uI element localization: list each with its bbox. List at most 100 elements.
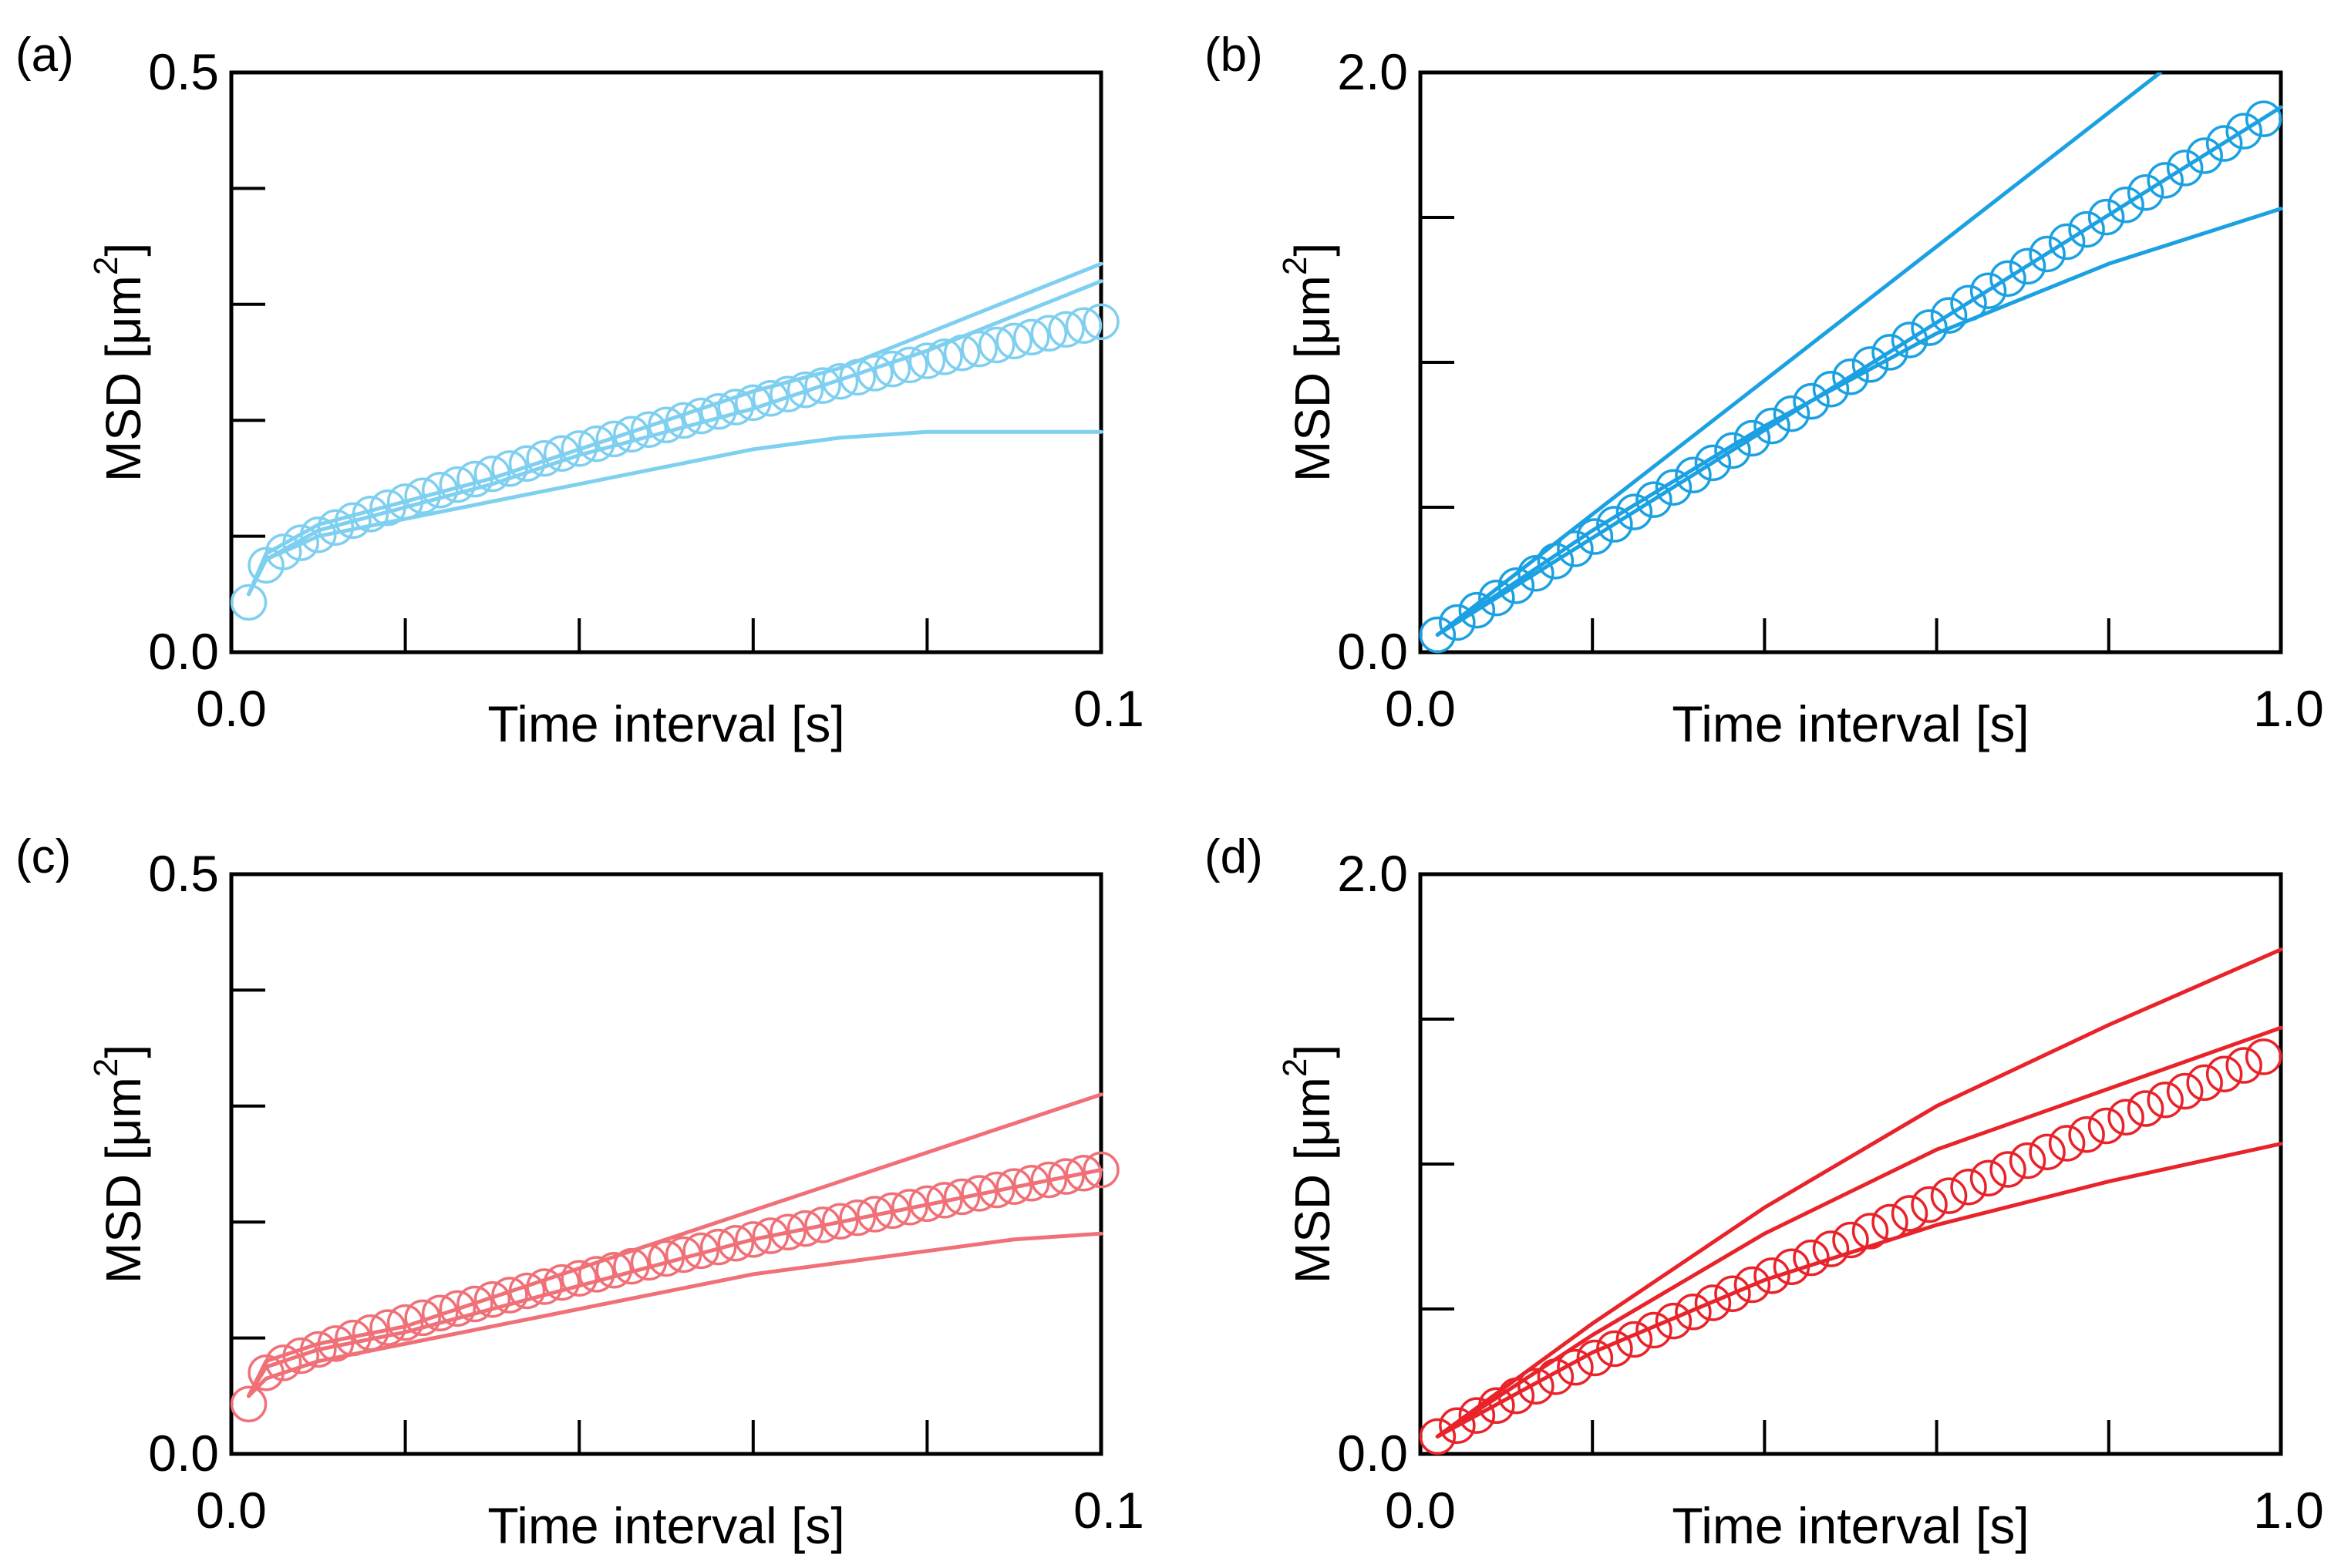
plot-frame (229, 70, 1103, 654)
data-point (961, 330, 998, 368)
y-tick-label: 2.0 (1337, 845, 1408, 902)
data-point (2009, 1142, 2046, 1179)
data-point (630, 1243, 668, 1281)
data-point (2225, 1047, 2262, 1084)
plot-frame (229, 872, 1103, 1456)
data-point (717, 389, 754, 426)
data-point (1517, 1368, 1554, 1405)
x-axis-label: Time interval [s] (487, 695, 844, 752)
data-point (978, 326, 1016, 364)
data-point (1083, 303, 1120, 341)
data-points (1419, 100, 2282, 654)
data-point (891, 346, 928, 384)
data-point (1517, 555, 1554, 592)
data-point (1871, 334, 1908, 371)
x-tick-label: 0.1 (1073, 1482, 1144, 1539)
data-point (317, 1325, 355, 1362)
data-point (665, 402, 702, 439)
series-line-upper-bound (1435, 947, 2283, 1438)
y-axis-label-close: ] (1285, 1045, 1340, 1058)
data-point (978, 1171, 1016, 1209)
data-point (1930, 1177, 1968, 1214)
data-point (1871, 1203, 1908, 1241)
y-axis-label-main: MSD [μm (96, 275, 151, 482)
x-axis-label: Time interval [s] (1672, 1497, 2029, 1554)
data-point (1753, 407, 1790, 445)
data-points (230, 1151, 1120, 1423)
x-tick-label: 0.0 (196, 680, 267, 737)
data-point (404, 1299, 441, 1337)
x-tick-label: 0.1 (1073, 680, 1144, 737)
y-tick-label: 0.0 (1337, 623, 1408, 680)
data-point (821, 1203, 859, 1240)
y-axis-label-close: ] (1285, 243, 1340, 257)
data-point (648, 1240, 685, 1277)
data-point (2166, 1072, 2204, 1110)
data-point (1065, 307, 1103, 345)
data-point (2068, 210, 2105, 248)
data-point (1773, 1248, 1810, 1285)
data-point (2186, 1064, 2223, 1102)
y-axis-label: MSD [μm2] (87, 1045, 151, 1284)
data-point (1675, 456, 1712, 494)
data-point (1655, 1302, 1693, 1340)
data-point (1911, 309, 1948, 346)
y-axis-label: MSD [μm2] (1276, 243, 1340, 482)
data-point (421, 1294, 459, 1332)
data-point (717, 1224, 754, 1262)
data-point (1694, 444, 1732, 482)
data-point (1030, 1161, 1068, 1199)
data-point (1891, 1195, 1928, 1232)
data-point (2205, 125, 2243, 162)
y-tick-label: 0.0 (1337, 1425, 1408, 1482)
series-line-lower-bound (1435, 207, 2283, 637)
data-point (1773, 395, 1810, 432)
data-point (1537, 543, 1575, 580)
data-point (1065, 1155, 1103, 1192)
data-point (282, 1337, 319, 1375)
y-axis-label-superscript: 2 (87, 257, 125, 275)
data-point (386, 483, 424, 520)
data-point (2147, 162, 2184, 199)
data-point (526, 439, 563, 477)
data-point (491, 1277, 528, 1314)
data-point (2127, 174, 2164, 211)
data-point (456, 1285, 493, 1323)
data-point (961, 1175, 998, 1212)
x-axis-label: Time interval [s] (1672, 695, 2029, 752)
data-point (1832, 358, 1869, 395)
data-point (1497, 567, 1535, 604)
x-tick-label: 1.0 (2253, 1482, 2324, 1539)
data-point (648, 406, 685, 444)
data-point (2166, 150, 2204, 187)
data-point (264, 1344, 302, 1381)
data-point (1537, 1358, 1575, 1395)
data-point (300, 1331, 337, 1368)
data-point (1714, 1275, 1751, 1312)
data-point (943, 1178, 981, 1216)
data-point (1851, 1213, 1889, 1250)
data-point (248, 1354, 285, 1391)
data-point (908, 1185, 946, 1223)
data-point (1557, 530, 1594, 567)
data-point (1694, 1284, 1732, 1321)
data-point (1812, 1230, 1850, 1267)
data-point (2087, 198, 2125, 236)
data-point (995, 1168, 1032, 1205)
data-point (543, 435, 581, 472)
data-point (473, 455, 511, 493)
y-tick-label: 0.0 (148, 1425, 219, 1482)
data-point (491, 450, 528, 487)
series-line-upper-bound (247, 1092, 1103, 1398)
data-point (839, 1199, 876, 1237)
y-axis-label-close: ] (96, 243, 151, 257)
data-point (2009, 247, 2046, 285)
data-point (2029, 235, 2066, 273)
chart-panel-4: (d) 0.0 1.0 0.0 2.0 Time interval [s] MSD [μm2… (1204, 830, 2324, 1554)
data-point (561, 1260, 598, 1297)
data-point (735, 1221, 772, 1258)
data-point (682, 1232, 719, 1270)
data-point (1812, 370, 1850, 408)
